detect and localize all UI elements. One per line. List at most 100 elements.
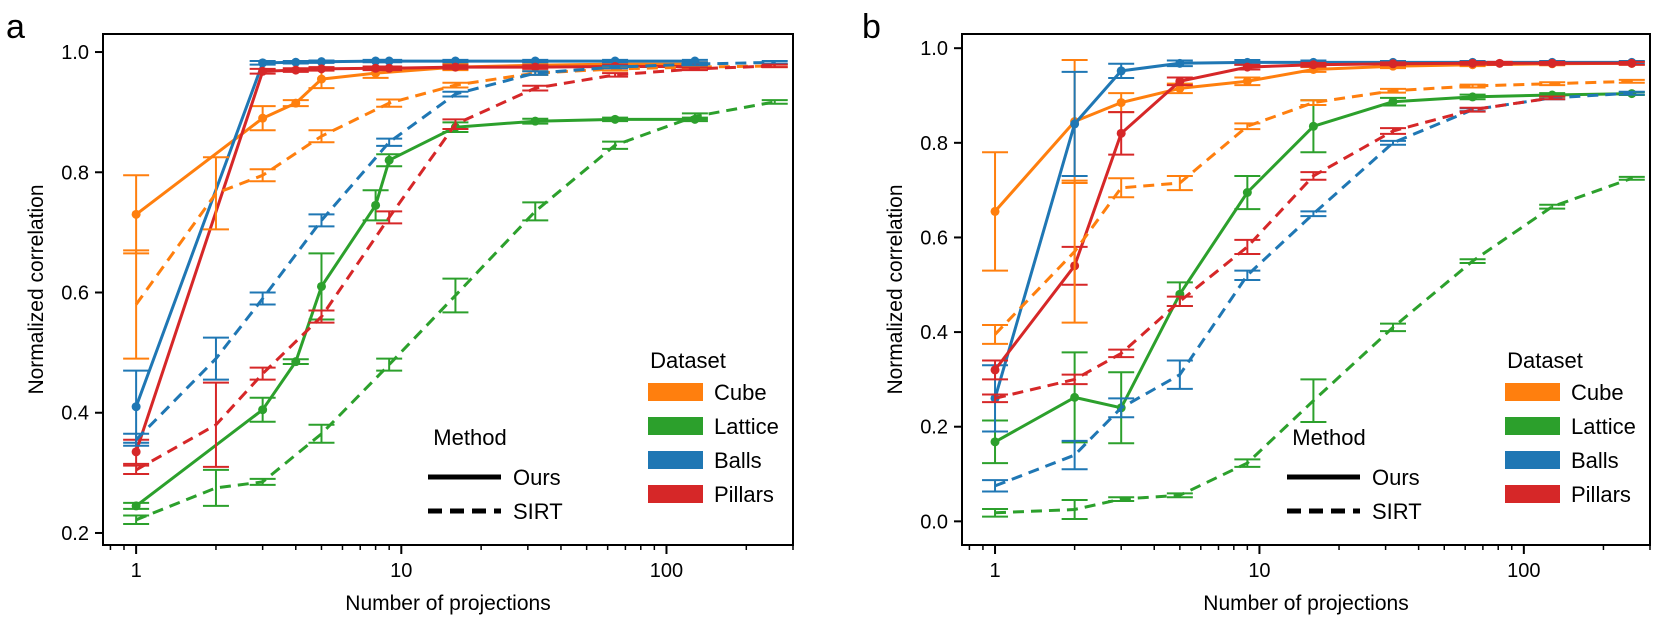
panel-label: a: [6, 8, 25, 46]
error-bar: [249, 168, 276, 183]
error-bar: [249, 366, 276, 381]
legend-dataset-title: Dataset: [650, 348, 726, 373]
data-point: [384, 56, 394, 66]
error-bar: [123, 464, 150, 476]
error-bar: [1061, 373, 1088, 386]
panel-label: b: [862, 8, 881, 46]
legend-label-balls: Balls: [714, 448, 762, 473]
error-bar: [1539, 81, 1566, 87]
legend-dataset: Dataset Cube Lattice Balls Pillars: [648, 348, 779, 507]
error-bar: [1166, 174, 1193, 192]
data-point: [316, 64, 326, 74]
error-bar: [376, 210, 403, 225]
data-point: [1116, 128, 1126, 138]
data-point: [316, 281, 326, 291]
y-tick-label: 0.6: [920, 227, 948, 249]
legend-swatch-cube: [1505, 383, 1560, 401]
data-point: [131, 209, 141, 219]
data-point: [1468, 58, 1478, 68]
series-cube-ours: [982, 58, 1645, 272]
error-bar: [1380, 322, 1407, 333]
data-point: [1388, 59, 1398, 69]
error-bar: [442, 81, 469, 89]
legend-label-ours: Ours: [513, 465, 561, 490]
error-bar: [1618, 90, 1645, 96]
data-point: [384, 63, 394, 73]
panel-a: a 0.2 0.4 0.6 0.8 1.0 1 10 100 Number of projecti…: [6, 8, 794, 615]
error-bar: [249, 291, 276, 306]
error-bar: [602, 64, 629, 70]
error-bar: [308, 423, 335, 444]
y-tick-label: 0.8: [920, 133, 948, 155]
data-point: [291, 98, 301, 108]
legend-swatch-lattice: [648, 417, 703, 435]
data-point: [1495, 58, 1505, 68]
series-pillars-sirt-line: [135, 64, 775, 472]
data-point: [1468, 92, 1478, 102]
data-point: [131, 447, 141, 457]
error-bar: [1108, 177, 1135, 199]
error-bar: [681, 61, 708, 67]
error-bar: [249, 477, 276, 486]
error-bar: [1539, 203, 1566, 210]
error-bar: [1166, 359, 1193, 390]
x-tick-label: 100: [1507, 560, 1540, 582]
plot-area: [982, 57, 1645, 520]
error-bar: [761, 60, 788, 65]
legend-dataset: Dataset Cube Lattice Balls Pillars: [1505, 348, 1636, 507]
data-point: [258, 113, 268, 123]
error-bar: [1166, 295, 1193, 308]
legend-label-cube: Cube: [714, 380, 767, 405]
error-bar: [1108, 496, 1135, 502]
data-point: [384, 155, 394, 165]
x-tick-label: 100: [650, 560, 683, 582]
panel-b: b 0.0 0.2 0.4 0.6 0.8 1.0 1 10 100 Number of proje…: [862, 8, 1651, 615]
error-bar: [1380, 127, 1407, 135]
data-point: [1242, 62, 1252, 72]
error-bar: [1459, 258, 1486, 265]
data-point: [990, 365, 1000, 375]
error-bar: [1459, 83, 1486, 89]
data-point: [1242, 188, 1252, 198]
data-point: [316, 74, 326, 84]
data-point: [291, 65, 301, 75]
data-point: [990, 206, 1000, 216]
error-bar: [1459, 106, 1486, 113]
y-tick-label: 0.4: [61, 403, 89, 425]
legend-swatch-cube: [648, 383, 703, 401]
y-axis-label: Normalized correlation: [25, 184, 48, 394]
legend-method-title: Method: [1292, 425, 1365, 450]
data-point: [1070, 392, 1080, 402]
legend-swatch-pillars: [648, 485, 703, 503]
error-bar: [1061, 179, 1088, 324]
legend-label-cube: Cube: [1571, 380, 1624, 405]
data-point: [450, 62, 460, 72]
data-point: [1116, 66, 1126, 76]
error-bar: [442, 118, 469, 130]
series-balls-sirt-line: [135, 60, 775, 441]
axes-frame: [961, 33, 1651, 546]
series-lattice-ours-line: [994, 92, 1632, 444]
x-axis-label: Number of projections: [1203, 592, 1408, 615]
data-point: [530, 116, 540, 126]
series-lattice-sirt: [982, 175, 1645, 520]
error-bar: [376, 357, 403, 372]
data-point: [1308, 121, 1318, 131]
series-pillars-sirt: [123, 63, 788, 476]
legend-label-pillars: Pillars: [1571, 482, 1631, 507]
error-bar: [681, 66, 708, 72]
legend-label-ours: Ours: [1372, 465, 1420, 490]
error-bar: [761, 99, 788, 105]
data-point: [990, 437, 1000, 447]
error-bar: [1061, 439, 1088, 471]
error-bar: [761, 63, 788, 69]
legend-swatch-balls: [648, 451, 703, 469]
error-bar: [1380, 87, 1407, 94]
error-bar: [1061, 499, 1088, 520]
data-point: [1175, 76, 1185, 86]
data-point: [1388, 97, 1398, 107]
error-bar: [123, 249, 150, 360]
data-point: [1175, 58, 1185, 68]
data-point: [258, 66, 268, 76]
